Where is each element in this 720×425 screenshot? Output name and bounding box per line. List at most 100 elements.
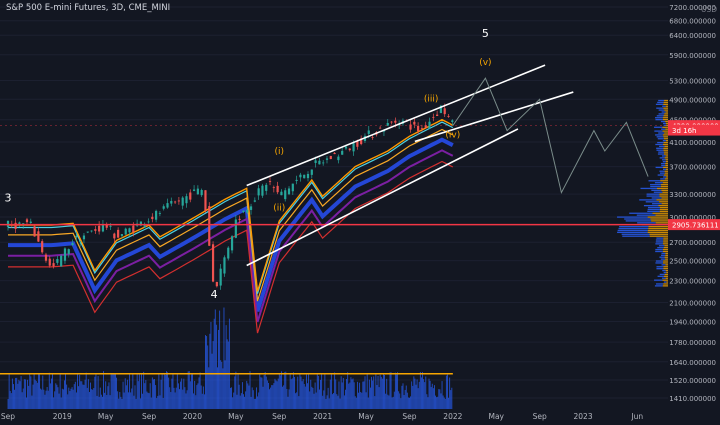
time-tick-label: 2019	[53, 412, 72, 421]
volume-bar	[443, 397, 445, 409]
volume-bar	[101, 396, 103, 409]
volume-bar	[405, 385, 407, 409]
candle-body	[79, 241, 82, 243]
volume-bar	[431, 383, 433, 409]
volume-bar	[134, 385, 136, 409]
volume-bar	[234, 376, 236, 409]
volume-bar	[252, 390, 254, 409]
price-tick-label: 2700.000000	[669, 239, 716, 247]
candle-body	[424, 125, 427, 128]
volume-bar	[169, 387, 171, 409]
volume-bar	[70, 388, 72, 409]
candle-body	[173, 201, 177, 203]
volume-bar	[322, 395, 324, 409]
volume-profile-bar	[662, 243, 668, 245]
volume-bar	[94, 376, 96, 409]
currency-label[interactable]: USD	[701, 5, 718, 14]
candle-body	[268, 181, 272, 182]
volume-bar	[66, 384, 68, 409]
volume-bar	[260, 377, 262, 409]
volume-bar	[145, 379, 147, 409]
volume-profile-bar	[659, 201, 668, 203]
candle-body	[253, 200, 256, 202]
candlestick-series	[6, 103, 454, 290]
volume-profile-bar	[656, 107, 664, 109]
volume-bar	[439, 389, 441, 409]
volume-profile-bar	[663, 247, 668, 249]
volume-profile-bar	[653, 191, 663, 193]
volume-profile-bar	[663, 141, 668, 144]
volume-profile-bar	[619, 225, 649, 228]
volume-bar	[227, 341, 229, 409]
volume-bar	[396, 374, 397, 409]
candle-body	[443, 108, 446, 115]
volume-profile-bar	[657, 174, 664, 176]
volume-bar	[85, 372, 87, 409]
volume-profile-bar	[662, 117, 668, 119]
volume-bar	[247, 383, 249, 409]
volume-profile-bar	[657, 247, 664, 249]
ma-line-purple	[8, 149, 454, 323]
volume-profile-bar	[659, 170, 665, 172]
volume-bar	[337, 395, 339, 409]
time-tick-label: May	[358, 412, 374, 421]
volume-bar	[147, 392, 149, 409]
price-tag	[668, 124, 720, 136]
volume-bar	[129, 374, 131, 409]
volume-profile-bar	[654, 279, 663, 281]
volume-profile-bar	[665, 161, 668, 163]
volume-bar	[18, 379, 20, 409]
candle-body	[249, 206, 253, 210]
volume-bar	[236, 394, 238, 409]
volume-bar	[123, 392, 125, 409]
volume-profile-bar	[664, 256, 668, 258]
volume-bar	[152, 379, 154, 409]
candle-body	[280, 191, 283, 196]
volume-bar	[144, 383, 146, 409]
volume-bar	[11, 378, 13, 409]
volume-profile-bar	[636, 214, 656, 216]
volume-bar	[96, 395, 98, 409]
candle-body	[242, 210, 245, 213]
candle-body	[128, 228, 131, 233]
price-tick-label: 1640.000000	[669, 359, 716, 367]
volume-bar	[95, 374, 97, 409]
volume-bar	[185, 393, 187, 409]
volume-bar	[207, 345, 209, 409]
moving-average-ribbon	[8, 118, 454, 334]
candle-body	[344, 146, 348, 149]
volume-bar	[418, 381, 420, 409]
volume-bar	[183, 378, 185, 409]
volume-bar	[435, 395, 436, 409]
candle-body	[386, 123, 389, 126]
volume-bar	[292, 372, 294, 409]
volume-bar	[380, 376, 382, 409]
volume-profile-bar	[662, 118, 668, 121]
candle-body	[227, 247, 230, 259]
volume-profile-bar	[656, 147, 664, 149]
volume-profile-bar	[662, 279, 668, 281]
candle-body	[101, 224, 105, 232]
time-tick-label: Sep	[1, 412, 15, 421]
volume-bar	[69, 391, 71, 409]
volume-profile-bar	[629, 212, 653, 214]
volume-profile-bar	[655, 222, 668, 224]
price-tag-label: 3d 16h	[672, 127, 696, 135]
price-tick-label: 2300.000000	[669, 278, 716, 286]
volume-profile-bar	[664, 132, 668, 134]
volume-bar	[230, 387, 231, 409]
volume-bar	[272, 385, 274, 409]
volume-bar	[7, 398, 9, 409]
volume-bar	[263, 375, 265, 409]
candle-body	[333, 152, 336, 155]
volume-bar	[334, 372, 336, 409]
volume-bar	[447, 374, 448, 409]
volume-bar	[138, 373, 140, 409]
volume-bar	[47, 390, 49, 409]
volume-bar	[279, 375, 281, 409]
price-axis-bg	[668, 0, 720, 425]
volume-bar	[53, 397, 55, 409]
volume-profile-bar	[655, 250, 663, 253]
volume-bar	[379, 374, 381, 409]
